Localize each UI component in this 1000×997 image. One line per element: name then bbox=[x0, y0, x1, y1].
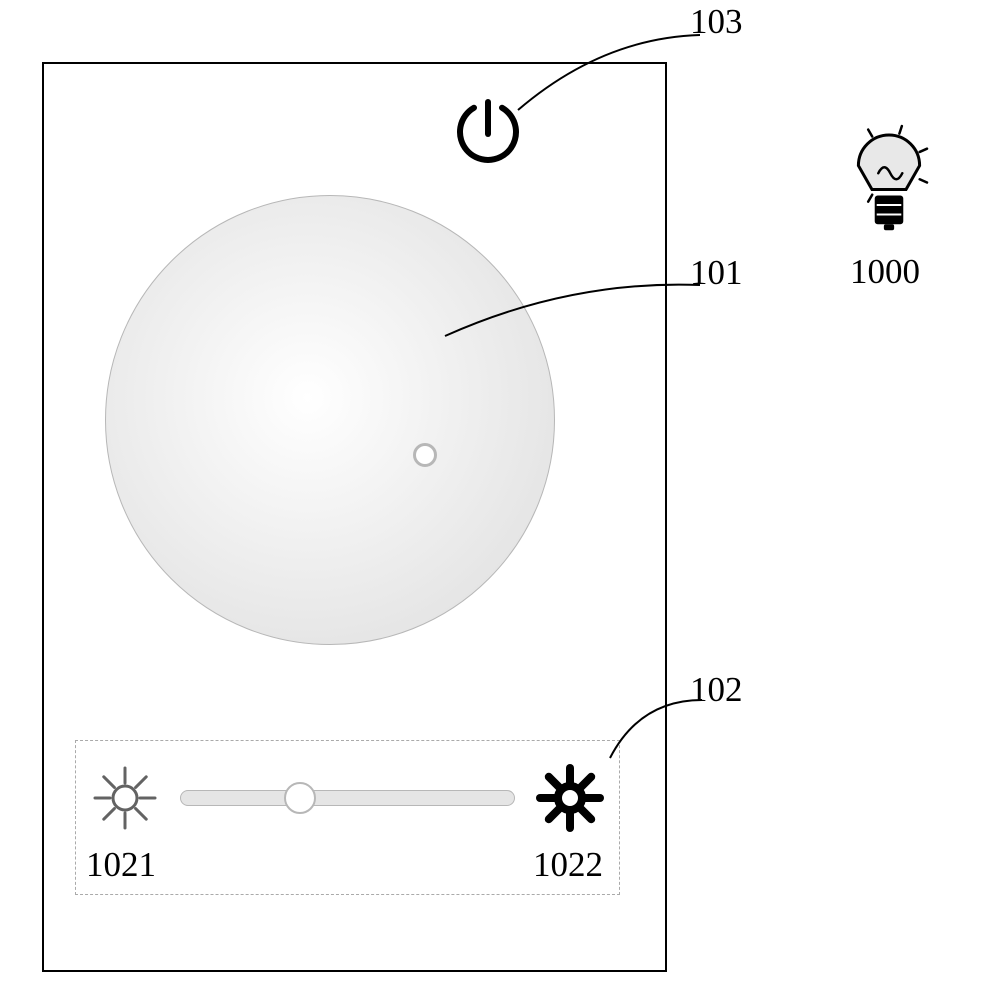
color-wheel[interactable] bbox=[105, 195, 555, 645]
color-wheel-indicator[interactable] bbox=[413, 443, 437, 467]
brightness-high-icon bbox=[529, 757, 611, 839]
brightness-slider-handle[interactable] bbox=[284, 782, 316, 814]
label-102: 102 bbox=[690, 670, 743, 710]
label-1021: 1021 bbox=[86, 845, 156, 885]
label-1000: 1000 bbox=[850, 252, 920, 292]
label-103: 103 bbox=[690, 2, 743, 42]
power-icon[interactable] bbox=[449, 93, 527, 171]
brightness-slider-track[interactable] bbox=[180, 790, 515, 806]
lightbulb-icon bbox=[841, 121, 937, 245]
diagram-canvas: 103 101 102 1000 1021 1022 bbox=[0, 0, 1000, 997]
label-101: 101 bbox=[690, 253, 743, 293]
label-1022: 1022 bbox=[533, 845, 603, 885]
brightness-low-icon bbox=[89, 762, 161, 834]
